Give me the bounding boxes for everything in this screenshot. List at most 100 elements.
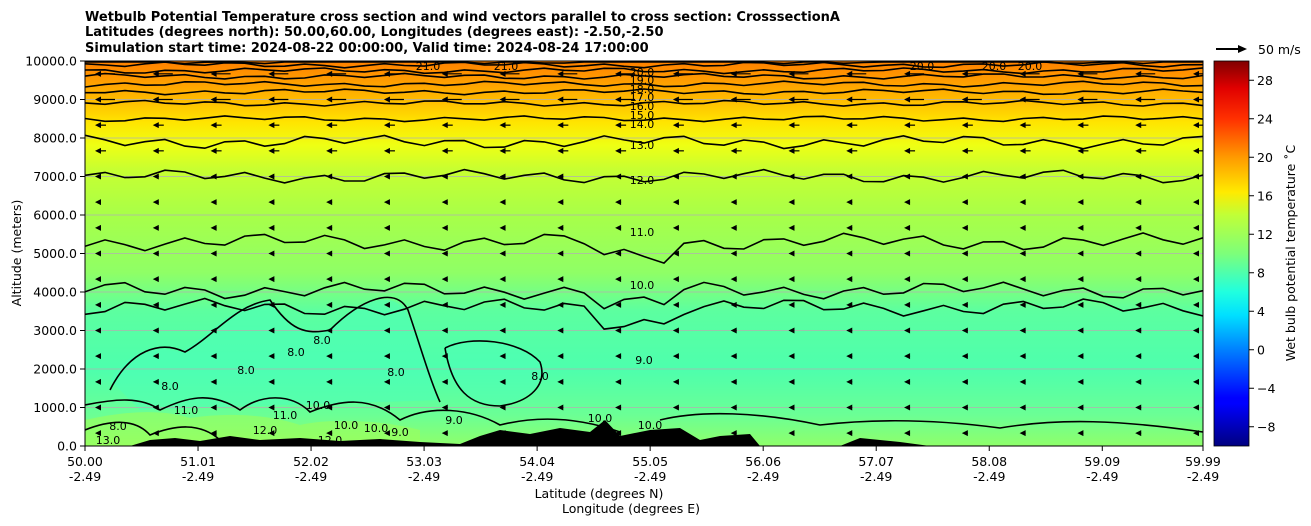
wind-vector-head [1077,147,1084,154]
wind-vector-head [788,327,795,334]
contour-label: 10.0 [364,422,389,435]
wind-vector-head [1135,70,1142,77]
wind-vector-head [961,276,968,283]
wind-vector-head [557,147,564,154]
wind-vector-head [499,250,506,257]
wind-vector-head [961,250,968,257]
contour-label: 20.0 [630,66,655,79]
wind-vector-head [95,353,101,360]
wind-vector-head [730,378,737,385]
wind-vector-head [210,327,217,334]
wind-vector-head [441,301,448,308]
wind-vector-head [1019,224,1026,231]
x-tick-label-lat: 55.05 [632,454,668,469]
title-line-2: Latitudes (degrees north): 50.00,60.00, … [85,25,664,40]
wind-vector-head [846,199,853,206]
wind-vector-head [268,327,275,334]
wind-vector-head [95,224,101,231]
colorbar-tick-label: 20 [1257,150,1273,165]
wind-vector-head [95,430,101,437]
wind-vector-head [210,173,217,180]
plot-area: 21.0 21.0 20.019.018.017.016.015.014.013.0… [85,60,1203,446]
contour-label: 19.0 [630,74,655,87]
wind-vector-head [730,173,737,180]
wind-vector-head [961,404,968,411]
wind-vector-head [961,96,968,103]
wind-vector-head [383,250,390,257]
contour-label: 12.0 [253,424,278,437]
wind-vector-head [326,404,333,411]
wind-vector-head [672,147,679,154]
wind-vector-head [383,122,390,129]
wind-key: 50 m/s [1216,42,1301,57]
wind-vector-head [788,378,795,385]
wind-vector-head [1077,353,1084,360]
x-axis-label-longitude: Longitude (degrees E) [562,501,700,516]
y-tick-label: 2000.0 [33,362,77,377]
wind-vector-head [152,430,159,437]
wind-vector-head [1135,147,1142,154]
wind-vector-head [1135,353,1142,360]
wind-vector-head [383,301,390,308]
terrain-ridge-north [840,438,930,446]
wind-vector-head [1077,250,1084,257]
contour-line-16.0 [85,88,1203,96]
wind-vector-head [615,70,622,77]
wind-vector-head [499,70,506,77]
wind-vector-head [788,224,795,231]
wind-vector-head [499,224,506,231]
wind-vectors [95,70,1203,437]
wind-vector-head [152,199,159,206]
contour-label: 11.0 [630,226,655,239]
wind-vector-head [383,147,390,154]
wind-vector-head [95,404,101,411]
wind-vector-head [499,199,506,206]
contour-label: 21.0 [416,60,441,73]
wind-vector-head [152,404,159,411]
wind-vector-head [326,224,333,231]
wind-vector-head [1193,250,1199,257]
wind-vector-head [441,70,448,77]
colorbar-ticks: −8 −4 0 4 8 12 16 20 24 28 [1249,73,1275,434]
x-tick-label-lon: -2.49 [182,469,214,484]
cool-pocket-west [110,299,440,410]
contour-label: 11.0 [174,404,199,417]
x-tick-label-lon: -2.49 [408,469,440,484]
wind-vector-head [1135,199,1142,206]
contour-label: 12.0 [630,174,655,187]
wind-vector-head [383,378,390,385]
contour-label: 20.0 [910,60,935,73]
y-tick-label: 4000.0 [33,285,77,300]
wind-vector-head [557,301,564,308]
x-tick-label-lat: 50.00 [67,454,103,469]
wind-key-arrowhead [1238,45,1247,53]
wind-vector-head [210,147,217,154]
contour-label: 10.0 [630,279,655,292]
wind-vector-head [268,224,275,231]
wind-vector-head [95,147,101,154]
wind-vector-head [1019,199,1026,206]
contour-labels: 21.0 21.0 20.019.018.017.016.015.014.013.0… [96,60,1043,446]
wind-vector-head [904,250,911,257]
wind-vector-head [1135,378,1142,385]
wind-vector-head [557,122,564,129]
wind-vector-head [1193,122,1199,129]
wind-vector-head [1135,327,1142,334]
wind-vector-head [152,147,159,154]
wind-vector-head [499,173,506,180]
wind-vector-head [383,224,390,231]
wind-vector-head [904,224,911,231]
wind-vector-head [210,224,217,231]
wind-vector-head [1019,327,1026,334]
wind-vector-head [1019,173,1026,180]
wind-vector-head [1019,250,1026,257]
wind-vector-head [904,276,911,283]
wind-vector-head [441,404,448,411]
wind-vector-head [846,353,853,360]
wind-vector-head [210,70,217,77]
wind-vector-head [326,122,333,129]
wind-vector-head [268,70,275,77]
wind-vector-head [846,250,853,257]
wind-vector-head [615,378,622,385]
wind-vector-head [788,70,795,77]
